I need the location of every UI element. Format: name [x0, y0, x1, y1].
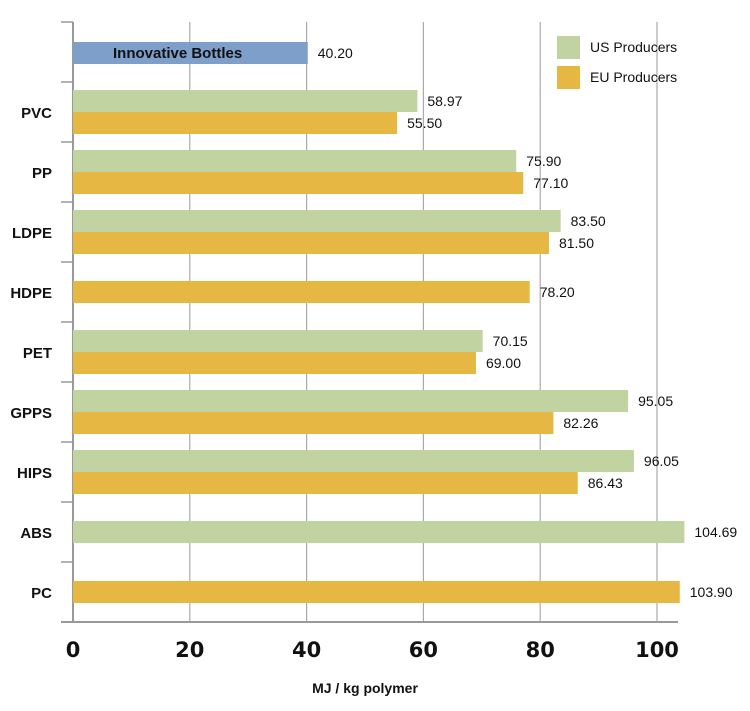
data-label: 75.90: [526, 153, 561, 169]
bar-label-innovative-bottles: Innovative Bottles: [113, 45, 242, 62]
bar-eu-producers: [73, 412, 554, 434]
bar-us-producers: [73, 150, 517, 172]
x-tick-label: 0: [66, 638, 81, 662]
category-label: PP: [32, 165, 52, 182]
x-tick-label: 40: [292, 638, 321, 662]
bar-eu-producers: [73, 581, 680, 603]
category-label: PET: [23, 345, 52, 362]
legend-swatch: [557, 66, 580, 89]
bar-eu-producers: [73, 112, 398, 134]
data-label: 40.20: [318, 45, 353, 61]
bar-eu-producers: [73, 172, 524, 194]
bar-innovative-bottles: [73, 42, 308, 64]
category-label: GPPS: [10, 405, 52, 422]
x-axis-title: MJ / kg polymer: [312, 680, 418, 696]
bar-eu-producers: [73, 232, 549, 254]
data-label: 104.69: [694, 524, 737, 540]
category-label: HIPS: [17, 465, 52, 482]
bar-us-producers: [73, 330, 483, 352]
category-label: PC: [31, 585, 52, 602]
bar-us-producers: [73, 90, 418, 112]
x-tick-label: 20: [175, 638, 204, 662]
category-label: LDPE: [12, 225, 52, 242]
x-tick-label: 80: [526, 638, 555, 662]
bar-us-producers: [73, 450, 634, 472]
category-label: HDPE: [10, 285, 52, 302]
x-tick-label: 60: [409, 638, 438, 662]
legend-label: US Producers: [590, 39, 677, 55]
data-label: 81.50: [559, 235, 594, 251]
bar-us-producers: [73, 390, 629, 412]
data-label: 86.43: [588, 475, 623, 491]
data-label: 95.05: [638, 393, 673, 409]
bar-eu-producers: [73, 281, 530, 303]
data-label: 69.00: [486, 355, 521, 371]
category-label: ABS: [20, 525, 52, 542]
data-label: 83.50: [571, 213, 606, 229]
data-label: 82.26: [563, 415, 598, 431]
category-label: PVC: [21, 105, 52, 122]
data-label: 70.15: [493, 333, 528, 349]
legend-swatch: [557, 36, 580, 59]
bar-us-producers: [73, 210, 561, 232]
data-label: 78.20: [540, 284, 575, 300]
x-tick-label: 100: [635, 638, 679, 662]
data-label: 58.97: [427, 93, 462, 109]
data-label: 103.90: [690, 584, 733, 600]
data-label: 55.50: [407, 115, 442, 131]
data-label: 77.10: [533, 175, 568, 191]
bar-eu-producers: [73, 472, 578, 494]
data-label: 96.05: [644, 453, 679, 469]
bar-eu-producers: [73, 352, 476, 374]
legend-label: EU Producers: [590, 69, 677, 85]
bar-us-producers: [73, 521, 685, 543]
